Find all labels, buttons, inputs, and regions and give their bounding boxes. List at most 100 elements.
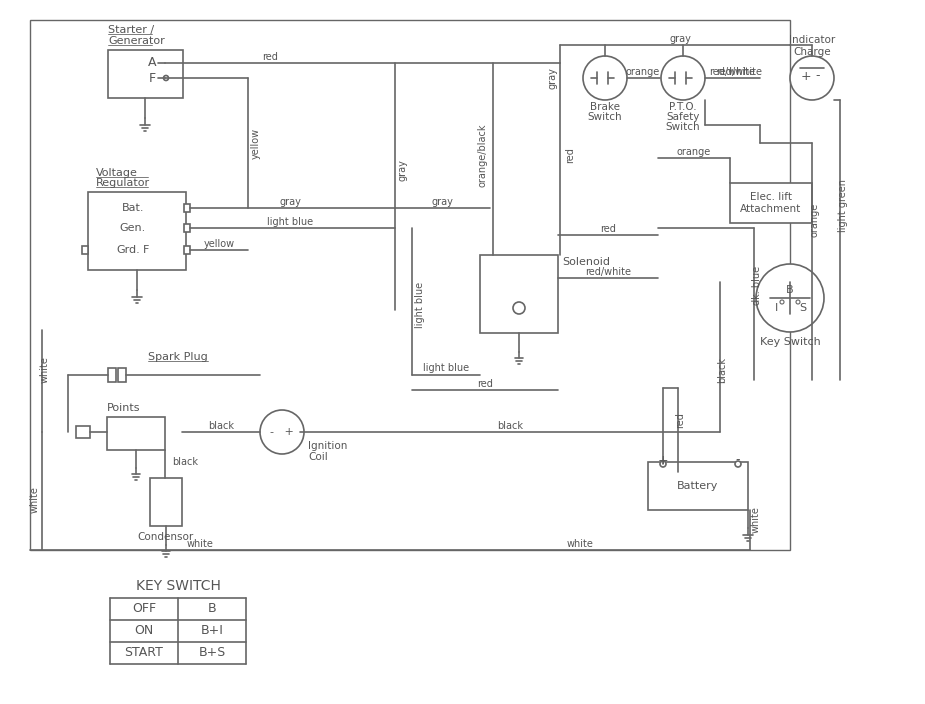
Text: B: B xyxy=(786,285,794,295)
Text: black: black xyxy=(208,421,234,431)
Text: red: red xyxy=(262,52,278,62)
Text: Switch: Switch xyxy=(666,122,700,132)
Text: black: black xyxy=(717,357,727,383)
Text: red: red xyxy=(675,412,685,428)
Text: A: A xyxy=(148,56,156,70)
Text: Voltage: Voltage xyxy=(96,168,138,178)
Text: Regulator: Regulator xyxy=(96,178,150,188)
Text: black: black xyxy=(172,457,198,467)
Text: red/white: red/white xyxy=(709,67,755,77)
Text: light blue: light blue xyxy=(415,282,425,328)
Text: yellow: yellow xyxy=(251,127,261,158)
Bar xyxy=(648,462,748,510)
Text: gray: gray xyxy=(279,197,301,207)
Bar xyxy=(118,368,126,382)
Bar xyxy=(88,192,186,270)
Text: B+I: B+I xyxy=(201,624,224,638)
Bar xyxy=(480,255,558,333)
Text: orange: orange xyxy=(677,147,711,157)
Circle shape xyxy=(260,410,304,454)
Bar xyxy=(108,50,183,98)
Circle shape xyxy=(164,75,168,80)
Text: -: - xyxy=(735,453,740,467)
Text: red: red xyxy=(600,224,616,234)
Text: KEY SWITCH: KEY SWITCH xyxy=(136,579,220,593)
Bar xyxy=(76,426,90,438)
Text: S: S xyxy=(799,303,807,313)
Text: Spark Plug: Spark Plug xyxy=(148,352,208,362)
Text: Brake: Brake xyxy=(590,102,620,112)
Text: black: black xyxy=(497,421,523,431)
Text: F: F xyxy=(148,72,155,84)
Bar xyxy=(30,20,790,550)
Bar xyxy=(82,246,88,254)
Text: red/white: red/white xyxy=(716,67,762,77)
Circle shape xyxy=(583,56,627,100)
Bar xyxy=(730,183,812,223)
Text: orange: orange xyxy=(626,67,660,77)
Text: Points: Points xyxy=(107,403,141,413)
Text: gray: gray xyxy=(398,159,408,181)
Text: white: white xyxy=(40,356,50,384)
Bar xyxy=(107,417,165,450)
Text: dk. blue: dk. blue xyxy=(752,265,762,305)
Text: +: + xyxy=(801,70,811,82)
Text: red: red xyxy=(477,379,493,389)
Text: red/white: red/white xyxy=(585,267,631,277)
Text: ON: ON xyxy=(134,624,154,638)
Text: B: B xyxy=(208,603,216,615)
Text: START: START xyxy=(125,646,164,660)
Text: light blue: light blue xyxy=(267,217,313,227)
Text: -   +: - + xyxy=(270,427,294,437)
Text: Ignition: Ignition xyxy=(308,441,348,451)
Text: orange: orange xyxy=(810,203,820,237)
Text: light green: light green xyxy=(838,179,848,232)
Text: orange/black: orange/black xyxy=(478,123,488,187)
Circle shape xyxy=(756,264,824,332)
Text: Safety: Safety xyxy=(666,112,699,122)
Text: +: + xyxy=(658,453,668,467)
Bar xyxy=(184,204,190,212)
Text: red: red xyxy=(565,147,575,163)
Text: Condensor: Condensor xyxy=(138,532,194,542)
Circle shape xyxy=(780,300,784,304)
Text: OFF: OFF xyxy=(132,603,156,615)
Text: light blue: light blue xyxy=(423,363,469,373)
Circle shape xyxy=(513,302,525,314)
Bar xyxy=(184,246,190,254)
Text: Starter /: Starter / xyxy=(108,25,154,35)
Text: B+S: B+S xyxy=(198,646,226,660)
Text: Generator: Generator xyxy=(108,36,165,46)
Text: Solenoid: Solenoid xyxy=(562,257,610,267)
Text: white: white xyxy=(30,486,40,513)
Text: P.T.O.: P.T.O. xyxy=(669,102,697,112)
Text: Attachment: Attachment xyxy=(740,204,802,214)
Text: Elec. lift: Elec. lift xyxy=(750,192,792,202)
Text: yellow: yellow xyxy=(204,239,235,249)
Text: Key Switch: Key Switch xyxy=(759,337,820,347)
Bar xyxy=(108,368,116,382)
Text: white: white xyxy=(187,539,214,549)
Text: Charge: Charge xyxy=(794,47,831,57)
Bar xyxy=(150,478,182,526)
Text: Switch: Switch xyxy=(587,112,623,122)
Text: -: - xyxy=(816,70,820,82)
Text: white: white xyxy=(751,507,761,534)
Circle shape xyxy=(790,56,834,100)
Circle shape xyxy=(660,461,666,467)
Text: Indicator: Indicator xyxy=(789,35,835,45)
Text: gray: gray xyxy=(548,67,558,89)
Text: gray: gray xyxy=(431,197,453,207)
Text: I: I xyxy=(774,303,778,313)
Text: white: white xyxy=(566,539,594,549)
Text: Bat.: Bat. xyxy=(122,203,144,213)
Circle shape xyxy=(796,300,800,304)
Bar xyxy=(184,224,190,232)
Circle shape xyxy=(661,56,705,100)
Text: Grd.: Grd. xyxy=(117,245,140,255)
Text: gray: gray xyxy=(669,34,691,44)
Text: Gen.: Gen. xyxy=(120,223,146,233)
Text: Coil: Coil xyxy=(308,452,327,462)
Circle shape xyxy=(735,461,741,467)
Text: F: F xyxy=(142,245,149,255)
